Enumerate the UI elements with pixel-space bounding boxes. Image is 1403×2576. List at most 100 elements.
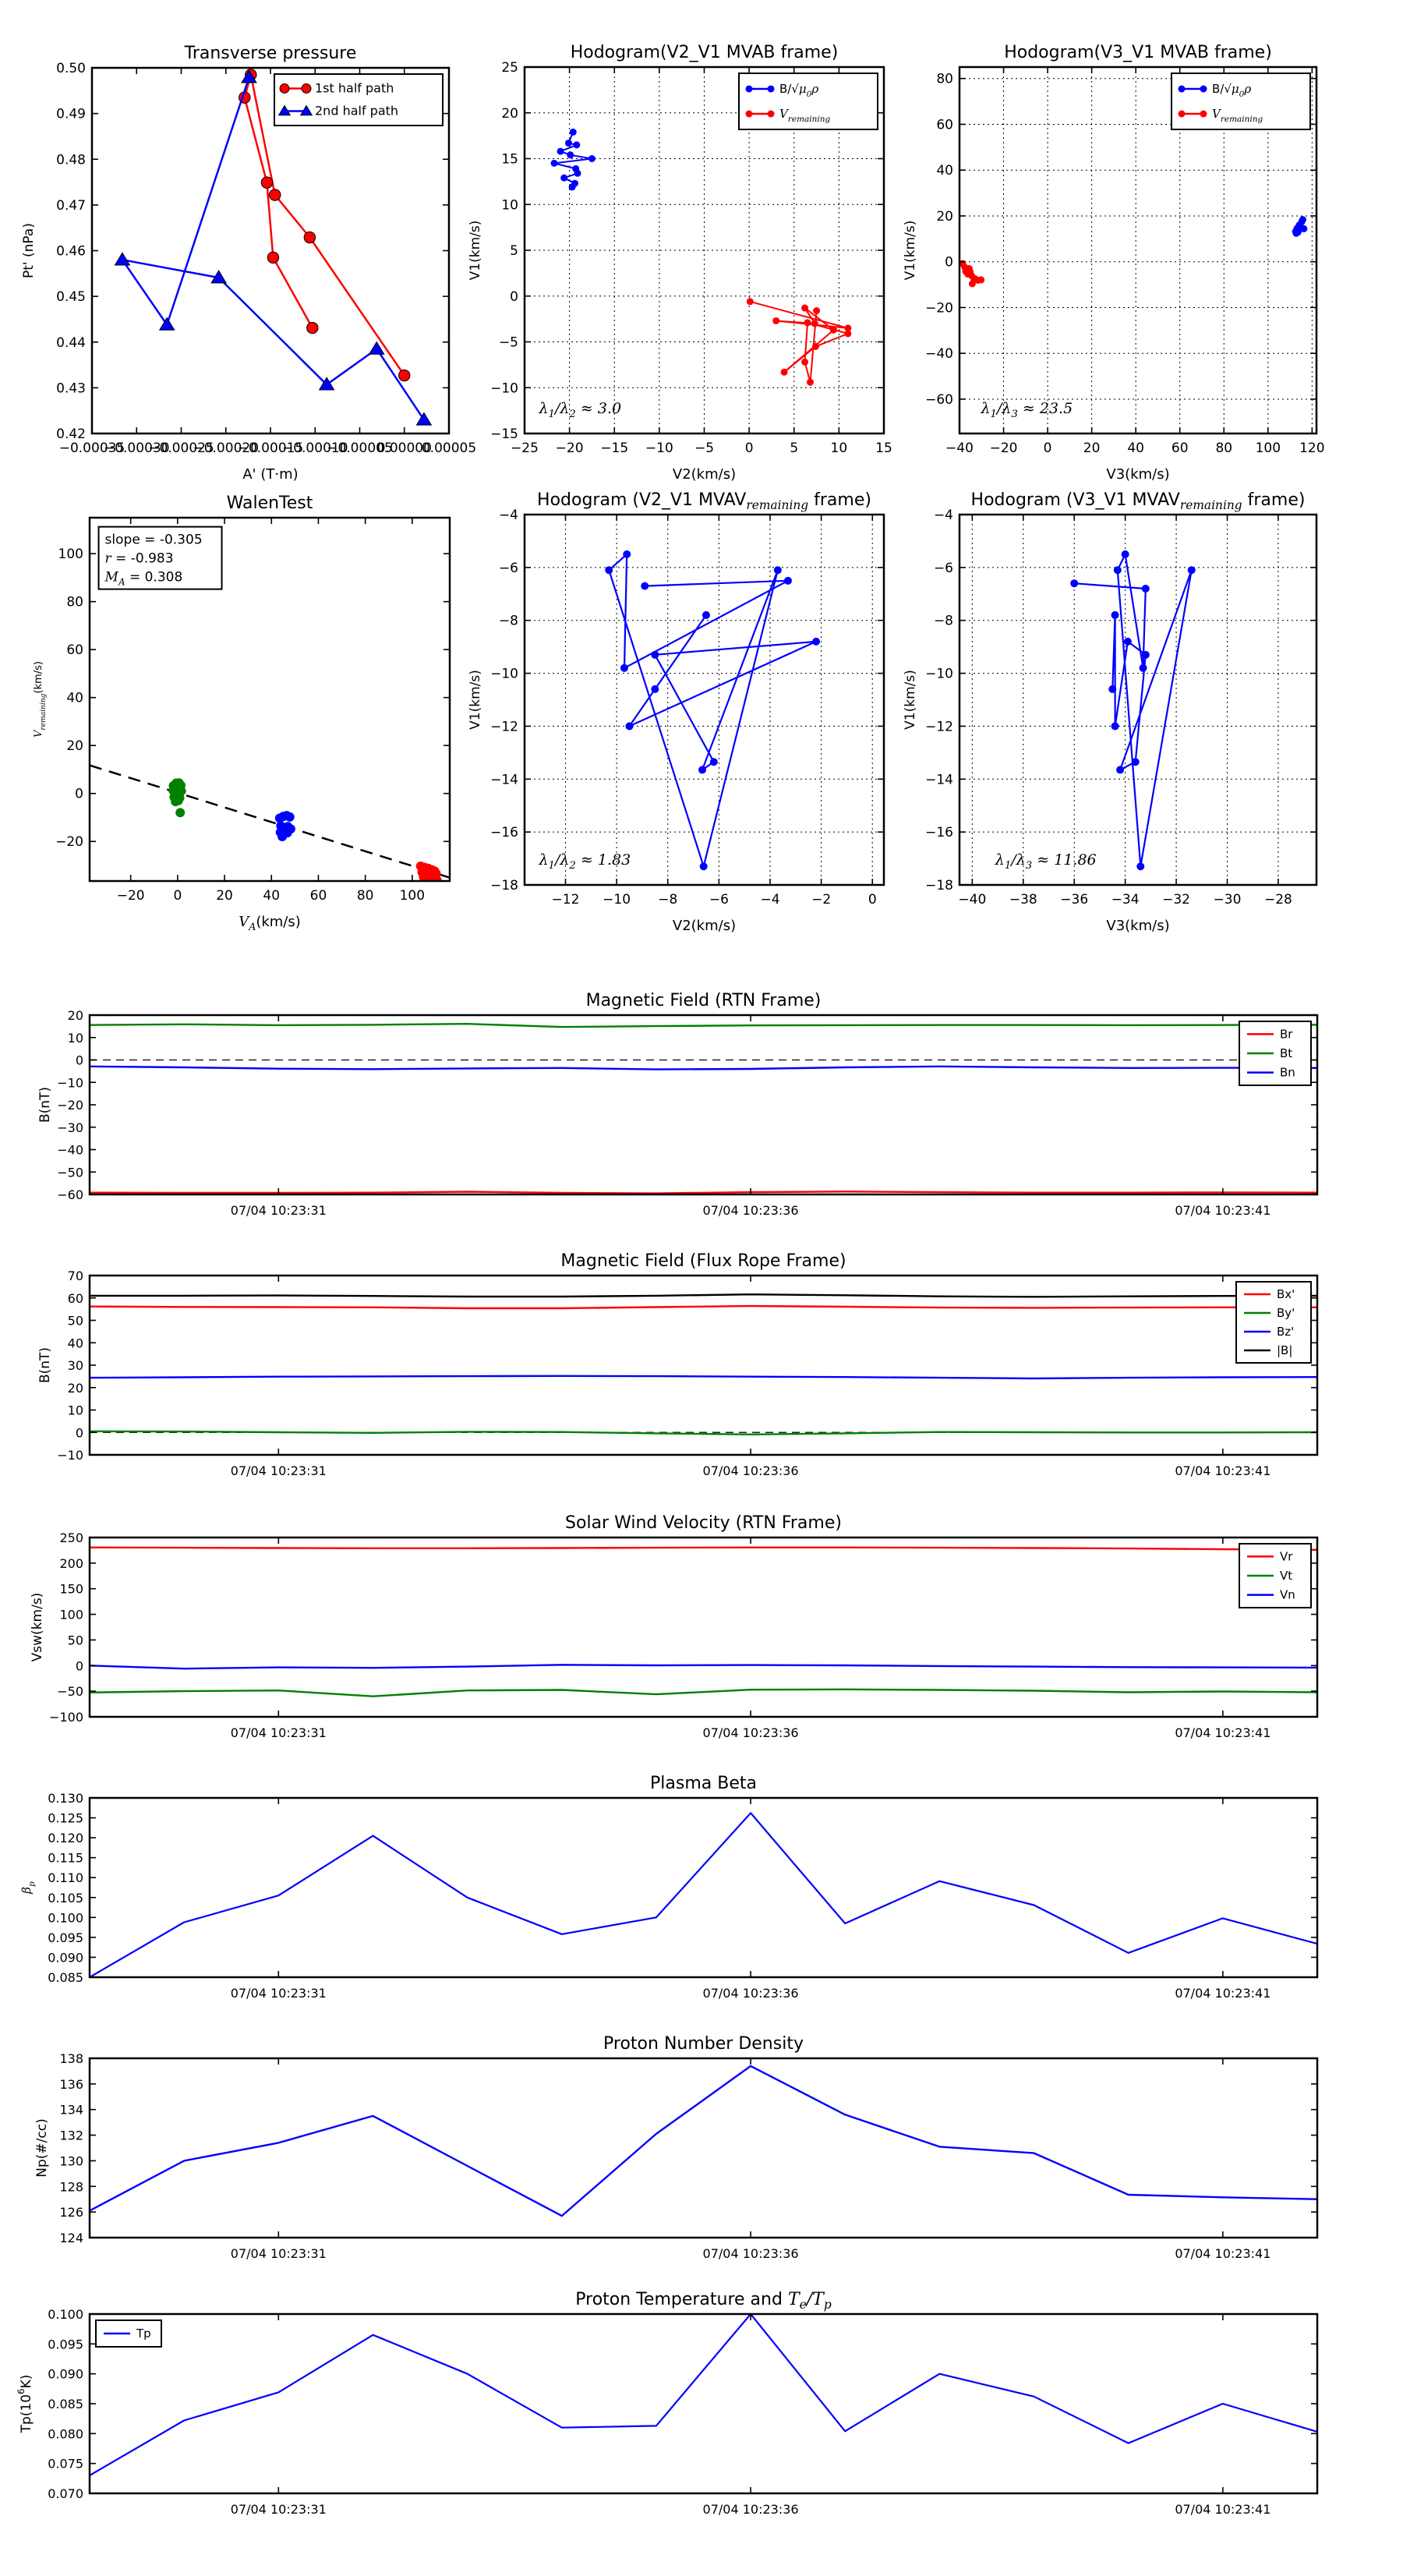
- tspan: −20: [925, 300, 953, 316]
- y-tick-label: 40: [68, 1336, 83, 1350]
- panel-title: Magnetic Field (RTN Frame): [586, 991, 822, 1010]
- tspan: −34: [1111, 892, 1140, 908]
- y-tick-label: 0.085: [48, 2397, 83, 2411]
- x-tick-label: 15: [875, 441, 892, 456]
- tspan: Tp: [136, 2327, 151, 2341]
- tspan: slope = -0.305: [105, 533, 203, 548]
- marker-dot: [801, 304, 809, 312]
- x-tick-label: 07/04 10:23:36: [703, 1203, 799, 1218]
- y-tick-label: 20: [68, 1008, 83, 1023]
- marker-dot: [1070, 579, 1079, 588]
- x-axis-label: A' (T·m): [242, 466, 298, 483]
- tspan: Solar Wind Velocity (RTN Frame): [565, 1513, 842, 1533]
- series-line-|B|: [90, 1293, 1317, 1298]
- tspan: 07/04 10:23:41: [1175, 1203, 1270, 1218]
- marker-dot: [1108, 685, 1117, 693]
- legend-label: 1st half path: [315, 81, 394, 96]
- tspan: By': [1277, 1306, 1295, 1320]
- y-axis-label: V1(km/s): [468, 670, 483, 730]
- marker-dot: [1294, 228, 1302, 236]
- marker-dot: [829, 326, 837, 334]
- marker-dot: [567, 151, 574, 159]
- tspan: 10: [501, 197, 518, 213]
- x-tick-label: 60: [1172, 441, 1189, 456]
- series-markers-B/sqrt(mu0 rho): [550, 128, 595, 191]
- tspan: −20: [556, 441, 584, 456]
- series-line-Np: [90, 2065, 1317, 2217]
- marker-dot: [1299, 216, 1306, 224]
- series-line-beta-p: [90, 1812, 1317, 1977]
- marker-dot: [651, 685, 659, 693]
- y-tick-label: −18: [490, 878, 518, 893]
- y-axis-label: B(nT): [37, 1347, 53, 1383]
- y-axis-label: Np(#/cc): [34, 2118, 50, 2177]
- tspan: B(nT): [37, 1087, 53, 1123]
- tspan: −8: [658, 892, 677, 908]
- axes-frame: [523, 513, 885, 886]
- tspan: 40: [68, 1336, 83, 1350]
- tspan: 40: [1127, 441, 1144, 456]
- y-tick-label: −6: [934, 561, 953, 576]
- y-tick-label: −20: [55, 834, 83, 850]
- y-tick-label: −16: [925, 825, 953, 840]
- marker-dot: [702, 610, 710, 619]
- tspan: V: [33, 729, 44, 738]
- tspan: 200: [59, 1556, 83, 1571]
- y-tick-label: −10: [925, 667, 953, 682]
- series-group: [90, 1293, 1317, 1435]
- tspan: 150: [59, 1582, 83, 1597]
- y-tick-label: −18: [925, 878, 953, 893]
- marker-dot: [962, 267, 970, 275]
- tspan: Hodogram (V3_V1 MVAV: [971, 490, 1180, 510]
- tspan: 07/04 10:23:41: [1175, 1986, 1270, 2001]
- tspan: −8: [934, 614, 953, 629]
- series-group: [168, 778, 442, 881]
- legend-box: [1171, 73, 1311, 130]
- tspan: 5: [790, 441, 798, 456]
- y-tick-label: −4: [499, 508, 518, 523]
- x-tick-label: 07/04 10:23:31: [231, 1725, 327, 1740]
- tspan: 128: [59, 2179, 83, 2194]
- tspan: −18: [490, 878, 518, 893]
- x-tick-label: 20: [1083, 441, 1101, 456]
- x-tick-label: −8: [658, 892, 677, 908]
- marker-circle: [279, 83, 290, 94]
- tspan: ρ: [811, 82, 818, 96]
- tspan: 100: [58, 547, 83, 562]
- y-tick-label: 60: [66, 642, 83, 658]
- y-tick-label: 0.075: [48, 2457, 83, 2472]
- marker-dot: [772, 317, 780, 324]
- y-tick-label: 0: [76, 1053, 83, 1068]
- y-tick-label: 0.44: [56, 335, 86, 351]
- y-tick-label: 0.085: [48, 1970, 83, 1985]
- marker-circle: [398, 369, 411, 382]
- x-tick-label: 0: [745, 441, 754, 456]
- x-tick-label: −0.00015: [238, 441, 304, 456]
- x-tick-label: 07/04 10:23:41: [1175, 1463, 1270, 1478]
- tspan: −10: [645, 441, 673, 456]
- tspan: 120: [1299, 441, 1324, 456]
- tspan: 40: [263, 888, 280, 904]
- tspan: −60: [57, 1187, 83, 1202]
- marker-dot: [1131, 758, 1140, 766]
- tspan: −100: [49, 1710, 83, 1725]
- tspan: 20: [936, 209, 953, 225]
- tspan: 0.130: [48, 1791, 83, 1806]
- tspan: 15: [501, 152, 518, 168]
- tspan: −6: [709, 892, 729, 908]
- legend-label: Bn: [1280, 1066, 1295, 1080]
- x-tick-label: 0: [173, 888, 182, 904]
- panel-solar-wind-velocity: 07/04 10:23:31 07/04 10:23:36 07/04 10:23:…: [30, 1513, 1319, 1740]
- marker-triangle: [318, 377, 335, 391]
- series-markers-V remaining: [959, 260, 985, 288]
- marker-dot: [1123, 637, 1132, 646]
- x-tick-label: 10: [831, 441, 848, 456]
- y-tick-label: −12: [925, 719, 953, 734]
- tspan: 126: [59, 2205, 83, 2220]
- panel-walen-test: −20 0 20 40 60 80 100 −20 0 20 40 60 80 100 WalenTest V…: [33, 494, 451, 932]
- tspan: V3(km/s): [1106, 466, 1169, 483]
- panel-hodogram-v2v1-mvav: −12 −10 −8 −6 −4 −2 0 −18 −16 −14 −12 −10 −8 −6 −4 Hodo…: [468, 490, 885, 934]
- tspan: −40: [945, 441, 974, 456]
- tspan: 0.100: [48, 1910, 83, 1925]
